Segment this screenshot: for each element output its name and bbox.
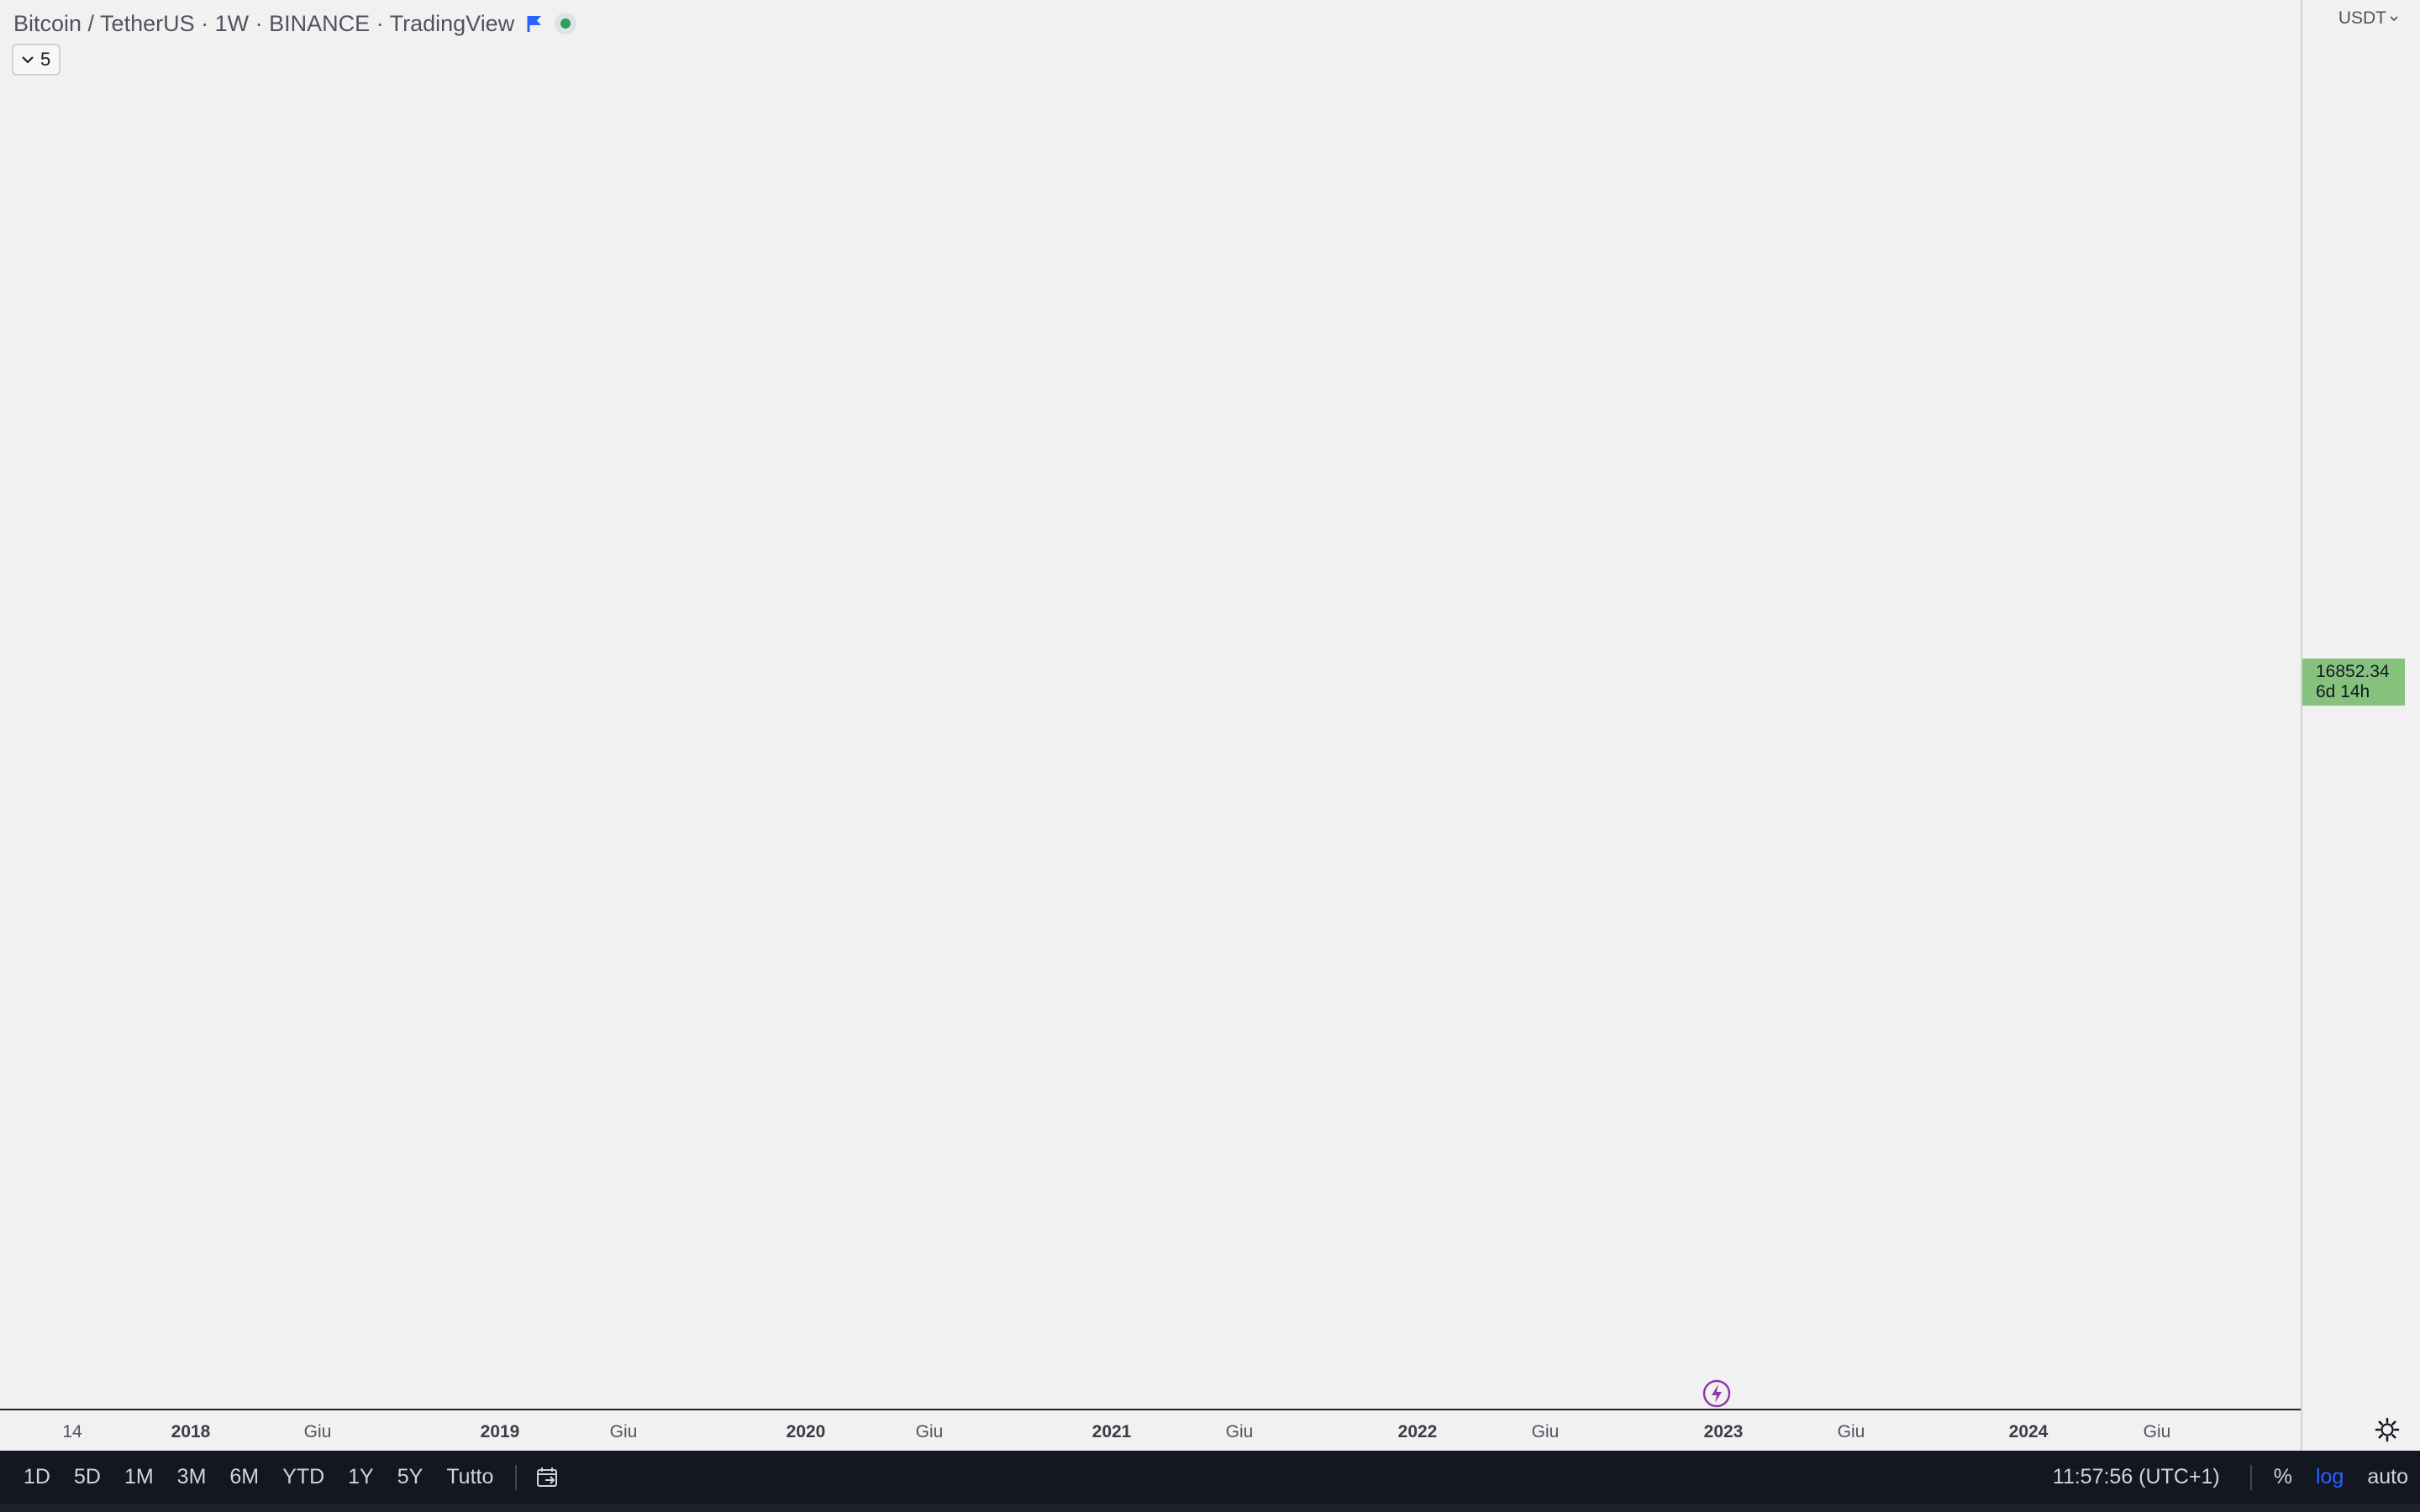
last-price-value: 16852.34 xyxy=(2316,662,2390,681)
currency-label: USDT xyxy=(2338,8,2386,28)
range-button-5y[interactable]: 5Y xyxy=(397,1465,424,1488)
indicators-collapse-button[interactable]: 5 xyxy=(12,44,61,76)
price-axis[interactable]: USDT 92000.0080000.0070000.0060000.00520… xyxy=(2301,0,2420,1451)
lightning-icon[interactable] xyxy=(1702,1378,1732,1409)
market-status-icon[interactable] xyxy=(555,13,577,34)
collapse-count: 5 xyxy=(40,49,51,70)
time-axis-label: 14 xyxy=(62,1422,82,1441)
chart-legend: Bitcoin / TetherUS · 1W · BINANCE · Trad… xyxy=(13,8,577,39)
bottom-toolbar: 1D 5D 1M 3M 6M YTD 1Y 5Y Tutto 11:57:56 (UTC+1) … xyxy=(0,1451,2420,1504)
range-button-1y[interactable]: 1Y xyxy=(348,1465,374,1488)
flag-icon[interactable] xyxy=(526,14,543,33)
time-axis-label: Giu xyxy=(1837,1422,1865,1441)
clock-time[interactable]: 11:57:56 (UTC+1) xyxy=(2052,1465,2220,1488)
divider xyxy=(515,1464,518,1490)
range-button-1d[interactable]: 1D xyxy=(24,1465,50,1488)
divider xyxy=(2249,1464,2252,1490)
auto-scale-toggle[interactable]: auto xyxy=(2367,1465,2408,1488)
time-axis-label: Giu xyxy=(1531,1422,1560,1441)
time-axis-label: 2021 xyxy=(1092,1422,1132,1441)
time-axis-label: 2023 xyxy=(1703,1422,1744,1441)
bottom-right-controls: 11:57:56 (UTC+1) % log auto xyxy=(2053,1451,2420,1504)
range-button-1m[interactable]: 1M xyxy=(124,1465,154,1488)
chevron-down-icon xyxy=(22,56,34,64)
time-axis-label: Giu xyxy=(1225,1422,1254,1441)
time-axis-label: 2020 xyxy=(786,1422,826,1441)
time-axis-label: Giu xyxy=(2143,1422,2171,1441)
range-button-ytd[interactable]: YTD xyxy=(282,1465,325,1488)
go-to-date-icon[interactable] xyxy=(535,1465,560,1490)
currency-select[interactable]: USDT xyxy=(2338,8,2398,29)
price-chart[interactable] xyxy=(0,0,2301,1409)
bar-countdown: 6d 14h xyxy=(2316,682,2370,701)
time-axis-label: Giu xyxy=(915,1422,944,1441)
time-axis-label: 2018 xyxy=(171,1422,211,1441)
time-axis-label: Giu xyxy=(303,1422,332,1441)
footer-strip xyxy=(0,1504,2420,1512)
time-axis[interactable]: 14 2018 Giu 2019 Giu 2020 Giu 2021 Giu 2022 Giu 202… xyxy=(0,1409,2301,1452)
settings-gear-icon[interactable] xyxy=(2375,1417,2400,1442)
last-price-label: 16852.34 6d 14h xyxy=(2302,659,2405,706)
range-button-tutto[interactable]: Tutto xyxy=(446,1465,494,1488)
chart-area[interactable]: Bitcoin / TetherUS · 1W · BINANCE · Trad… xyxy=(0,0,2301,1409)
date-range-selector: 1D 5D 1M 3M 6M YTD 1Y 5Y Tutto xyxy=(12,1451,560,1504)
range-button-3m[interactable]: 3M xyxy=(176,1465,207,1488)
time-axis-label: 2019 xyxy=(480,1422,520,1441)
range-button-5d[interactable]: 5D xyxy=(73,1465,101,1488)
log-scale-toggle[interactable]: log xyxy=(2315,1465,2344,1488)
symbol-title[interactable]: Bitcoin / TetherUS · 1W · BINANCE · Trad… xyxy=(13,10,515,36)
chevron-down-icon xyxy=(2390,16,2398,22)
range-button-6m[interactable]: 6M xyxy=(229,1465,260,1488)
time-axis-label: 2024 xyxy=(2008,1422,2049,1441)
time-axis-label: Giu xyxy=(609,1422,638,1441)
percent-scale-toggle[interactable]: % xyxy=(2273,1465,2292,1488)
time-axis-label: 2022 xyxy=(1397,1422,1438,1441)
